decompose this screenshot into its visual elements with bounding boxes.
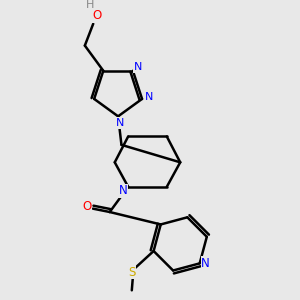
Text: N: N <box>119 184 128 197</box>
Text: N: N <box>145 92 153 102</box>
Text: O: O <box>82 200 92 214</box>
Text: N: N <box>116 118 124 128</box>
Text: S: S <box>128 266 136 279</box>
Text: N: N <box>134 62 142 72</box>
Text: N: N <box>201 257 210 270</box>
Text: O: O <box>93 9 102 22</box>
Text: H: H <box>86 0 94 10</box>
